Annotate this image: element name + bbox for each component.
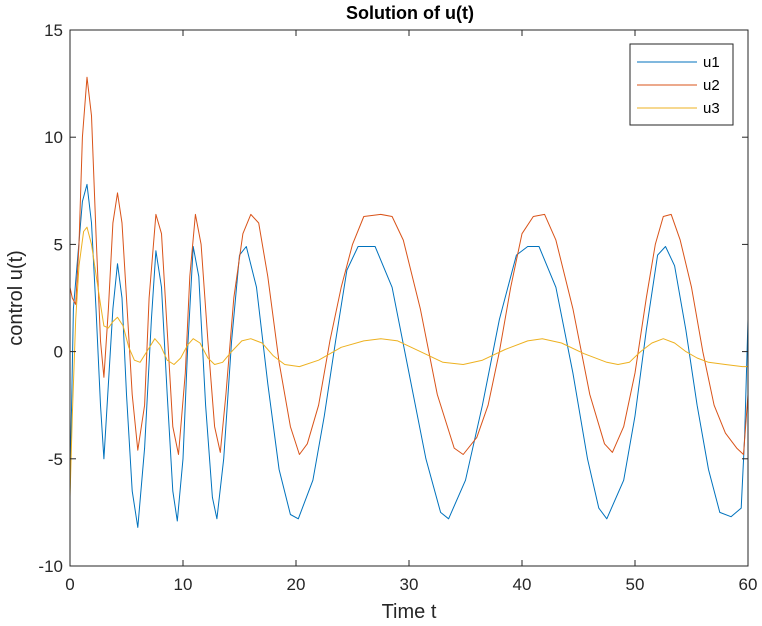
- x-axis: 0 10 20 30 40 50 60: [65, 30, 757, 594]
- y-tick-label: 15: [44, 21, 63, 40]
- legend-label-u2: u2: [703, 77, 720, 94]
- series-layer: [69, 76, 749, 528]
- x-tick-label: 50: [626, 575, 645, 594]
- x-tick-label: 0: [65, 575, 74, 594]
- legend-items: u1 u2 u3: [637, 54, 720, 117]
- series-line-u2: [69, 76, 749, 455]
- x-tick-label: 20: [287, 575, 306, 594]
- legend: u1 u2 u3: [629, 43, 734, 126]
- x-tick-label: 40: [513, 575, 532, 594]
- y-tick-label: 10: [44, 128, 63, 147]
- y-axis: -10 -5 0 5 10 15: [38, 21, 748, 576]
- series-line-u3: [69, 226, 748, 498]
- y-tick-label: -5: [48, 450, 63, 469]
- y-tick-label: -10: [38, 557, 63, 576]
- x-axis-label: Time t: [382, 601, 437, 623]
- x-tick-label: 10: [174, 575, 193, 594]
- chart-title: Solution of u(t): [346, 3, 474, 23]
- x-tick-label: 60: [739, 575, 758, 594]
- legend-label-u3: u3: [703, 100, 720, 117]
- series-line-u1: [69, 183, 749, 528]
- y-tick-label: 0: [54, 343, 63, 362]
- legend-label-u1: u1: [703, 54, 720, 71]
- x-tick-label: 30: [400, 575, 419, 594]
- y-tick-label: 5: [54, 235, 63, 254]
- y-axis-label: control u(t): [5, 250, 27, 346]
